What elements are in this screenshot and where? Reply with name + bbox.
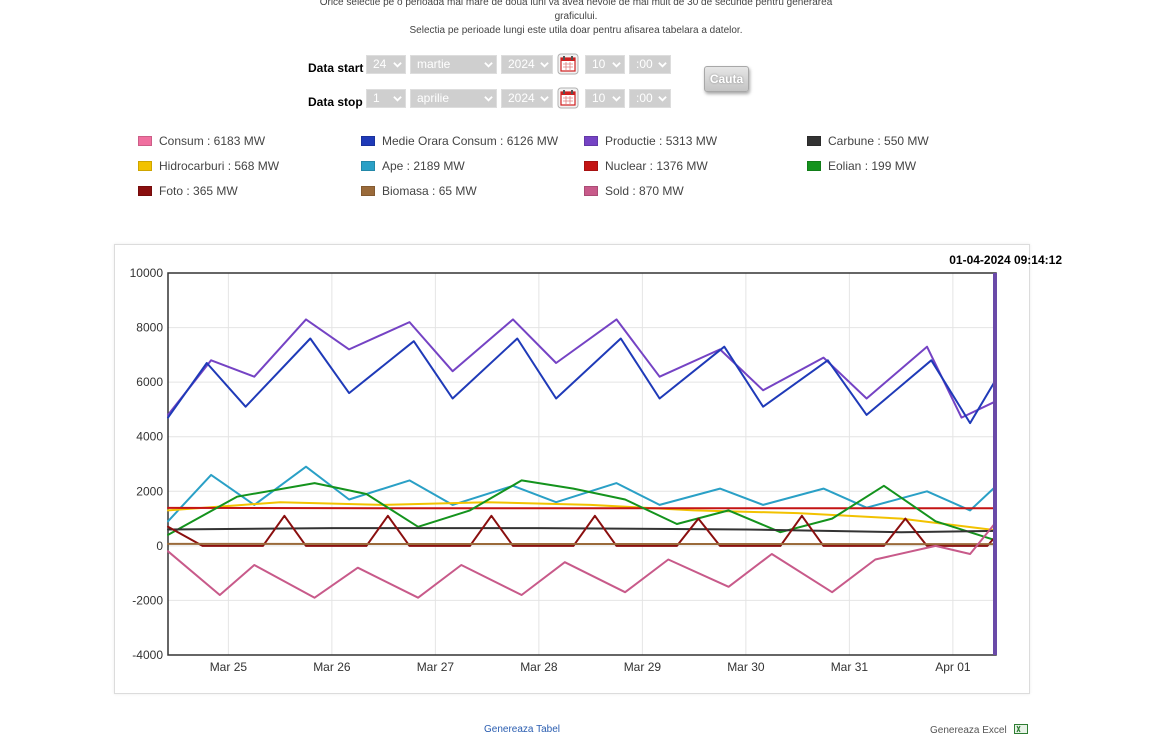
legend-item-biomasa[interactable]: Biomasa : 65 MW	[361, 184, 477, 198]
legend-label: Consum : 6183 MW	[159, 134, 265, 148]
legend-item-eolian[interactable]: Eolian : 199 MW	[807, 159, 916, 173]
stop-year-select[interactable]: 2024	[501, 89, 553, 108]
generate-table-link[interactable]: Genereaza Tabel	[484, 724, 560, 735]
legend-swatch	[138, 161, 152, 171]
start-day-select[interactable]: 24	[366, 55, 406, 74]
calendar-icon[interactable]	[557, 87, 579, 109]
legend-label: Foto : 365 MW	[159, 184, 238, 198]
legend-item-nuclear[interactable]: Nuclear : 1376 MW	[584, 159, 708, 173]
legend-item-productie[interactable]: Productie : 5313 MW	[584, 134, 717, 148]
stop-month-select[interactable]: aprilie	[410, 89, 497, 108]
legend-item-carbune[interactable]: Carbune : 550 MW	[807, 134, 929, 148]
legend-label: Medie Orara Consum : 6126 MW	[382, 134, 558, 148]
excel-icon	[1014, 724, 1028, 734]
legend-label: Nuclear : 1376 MW	[605, 159, 708, 173]
chevron-down-icon	[484, 60, 493, 69]
legend-swatch	[807, 136, 821, 146]
legend-item-ape[interactable]: Ape : 2189 MW	[361, 159, 465, 173]
start-year-value: 2024	[508, 57, 535, 71]
legend-swatch	[361, 136, 375, 146]
stop-hour-select[interactable]: 10	[585, 89, 625, 108]
legend-label: Hidrocarburi : 568 MW	[159, 159, 279, 173]
start-hour-value: 10	[592, 57, 605, 71]
legend-swatch	[138, 186, 152, 196]
chevron-down-icon	[612, 60, 621, 69]
legend-item-sold[interactable]: Sold : 870 MW	[584, 184, 684, 198]
legend-item-consum[interactable]: Consum : 6183 MW	[138, 134, 265, 148]
stop-day-value: 1	[373, 91, 380, 105]
legend-item-medie-orara-consum[interactable]: Medie Orara Consum : 6126 MW	[361, 134, 558, 148]
start-hour-select[interactable]: 10	[585, 55, 625, 74]
start-month-value: martie	[417, 57, 450, 71]
legend-swatch	[807, 161, 821, 171]
search-button[interactable]: Cauta	[704, 66, 749, 92]
chevron-down-icon	[658, 60, 667, 69]
legend-swatch	[584, 161, 598, 171]
chevron-down-icon	[484, 94, 493, 103]
legend-swatch	[361, 161, 375, 171]
legend-swatch	[361, 186, 375, 196]
legend-label: Productie : 5313 MW	[605, 134, 717, 148]
chart-container	[114, 244, 1030, 694]
stop-date-label: Data stop	[308, 95, 366, 109]
legend-label: Eolian : 199 MW	[828, 159, 916, 173]
generate-excel-link[interactable]: Genereaza Excel	[930, 724, 1028, 736]
stop-minute-value: :00	[636, 91, 653, 105]
start-day-value: 24	[373, 57, 386, 71]
legend-label: Biomasa : 65 MW	[382, 184, 477, 198]
start-minute-select[interactable]: :00	[629, 55, 671, 74]
notice-line-1: Orice selectie pe o perioada mai mare de…	[0, 0, 1152, 9]
calendar-icon[interactable]	[557, 53, 579, 75]
chevron-down-icon	[612, 94, 621, 103]
stop-year-value: 2024	[508, 91, 535, 105]
chevron-down-icon	[540, 60, 549, 69]
chevron-down-icon	[540, 94, 549, 103]
start-minute-value: :00	[636, 57, 653, 71]
stop-day-select[interactable]: 1	[366, 89, 406, 108]
stop-date-row: Data stop 1 aprilie 2024 10 :00	[308, 87, 675, 109]
notice-line-2: graficului.	[0, 10, 1152, 23]
legend-label: Ape : 2189 MW	[382, 159, 465, 173]
legend-swatch	[138, 136, 152, 146]
start-date-label: Data start	[308, 61, 366, 75]
stop-minute-select[interactable]: :00	[629, 89, 671, 108]
legend-label: Sold : 870 MW	[605, 184, 684, 198]
start-month-select[interactable]: martie	[410, 55, 497, 74]
legend-swatch	[584, 136, 598, 146]
legend-label: Carbune : 550 MW	[828, 134, 929, 148]
chevron-down-icon	[393, 94, 402, 103]
stop-hour-value: 10	[592, 91, 605, 105]
notice-line-3: Selectia pe perioade lungi este utila do…	[0, 24, 1152, 37]
chart-timestamp: 01-04-2024 09:14:12	[940, 253, 1062, 267]
start-year-select[interactable]: 2024	[501, 55, 553, 74]
stop-month-value: aprilie	[417, 91, 449, 105]
start-date-row: Data start 24 martie 2024 10 :00	[308, 53, 675, 75]
legend-swatch	[584, 186, 598, 196]
legend-item-foto[interactable]: Foto : 365 MW	[138, 184, 238, 198]
chevron-down-icon	[393, 60, 402, 69]
legend-item-hidrocarburi[interactable]: Hidrocarburi : 568 MW	[138, 159, 279, 173]
chevron-down-icon	[658, 94, 667, 103]
